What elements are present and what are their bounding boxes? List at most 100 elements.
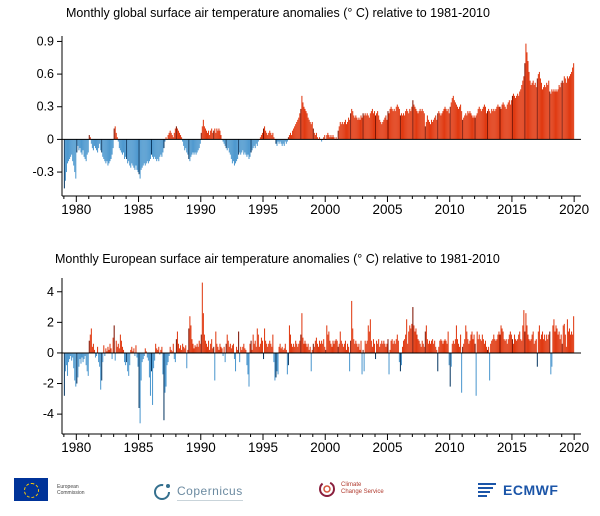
bar <box>213 130 215 140</box>
bar <box>360 115 362 140</box>
bar <box>222 352 224 356</box>
bar <box>299 340 301 353</box>
bar <box>545 87 547 140</box>
bar <box>130 349 132 353</box>
bar <box>525 313 527 353</box>
bar <box>363 115 365 140</box>
bar <box>297 119 299 140</box>
bar <box>277 352 279 375</box>
bar <box>157 349 159 353</box>
bar <box>266 343 268 353</box>
bar <box>497 334 499 353</box>
bar <box>184 139 186 151</box>
bar <box>510 334 512 353</box>
bar <box>153 139 155 159</box>
bar <box>390 106 392 140</box>
bar <box>452 340 454 353</box>
bar <box>324 346 326 353</box>
bar <box>142 139 144 166</box>
bar <box>158 346 160 353</box>
bar <box>191 339 193 353</box>
bar <box>218 349 220 353</box>
bar <box>163 352 165 421</box>
bar <box>143 352 145 356</box>
bar <box>219 343 221 353</box>
bar <box>129 352 131 366</box>
bar <box>391 339 393 353</box>
bar <box>118 348 120 353</box>
bar <box>407 343 409 353</box>
bar <box>448 352 450 366</box>
bar <box>159 352 161 355</box>
bar <box>407 111 409 140</box>
bar <box>536 78 538 140</box>
bar <box>305 343 307 353</box>
bar <box>450 102 452 140</box>
bar <box>89 137 91 140</box>
bar <box>154 352 156 361</box>
bar <box>392 343 394 353</box>
bar <box>398 352 400 363</box>
bar <box>347 343 349 353</box>
bar <box>461 111 463 140</box>
bar <box>195 139 197 155</box>
bar <box>411 323 413 353</box>
bar <box>214 128 216 140</box>
bar <box>378 115 380 140</box>
bar <box>388 352 390 375</box>
bar <box>511 95 513 140</box>
bar <box>128 139 130 162</box>
bar <box>152 352 154 405</box>
bar <box>358 343 360 353</box>
bar <box>550 352 552 375</box>
bar <box>359 119 361 140</box>
bar <box>443 108 445 140</box>
bar <box>110 139 112 159</box>
bar <box>265 130 267 140</box>
bar <box>422 343 424 353</box>
bar <box>326 325 328 353</box>
bar <box>440 339 442 353</box>
bar <box>573 63 575 140</box>
bar <box>208 340 210 353</box>
bar <box>205 343 207 353</box>
bar <box>294 346 296 353</box>
bar <box>505 108 507 140</box>
bar <box>183 346 185 353</box>
x-tick-label: 2000 <box>310 440 340 455</box>
bar <box>547 339 549 353</box>
bar <box>570 74 572 140</box>
bar <box>116 346 118 353</box>
bar <box>411 106 413 140</box>
bar <box>248 352 250 387</box>
bar <box>286 139 288 142</box>
bar <box>351 300 353 353</box>
bar <box>465 325 467 353</box>
bar <box>423 346 425 353</box>
bar <box>529 340 531 353</box>
bar <box>156 348 158 353</box>
bar <box>412 100 414 140</box>
bar <box>259 343 261 353</box>
bar <box>103 345 105 353</box>
bar <box>112 139 114 149</box>
bar <box>104 139 106 162</box>
bar <box>292 130 294 140</box>
bar <box>464 115 466 140</box>
bar <box>115 340 117 353</box>
bar <box>349 119 351 140</box>
bar <box>79 352 81 360</box>
bar <box>299 113 301 140</box>
bar <box>143 139 145 164</box>
bar <box>293 128 295 140</box>
bar <box>167 135 169 140</box>
bar <box>125 139 127 157</box>
bar <box>85 352 87 366</box>
bar <box>175 126 177 140</box>
bar <box>107 346 109 353</box>
bar <box>84 139 86 159</box>
bar <box>306 346 308 353</box>
bar <box>89 334 91 353</box>
bar <box>309 346 311 353</box>
bar <box>468 343 470 353</box>
